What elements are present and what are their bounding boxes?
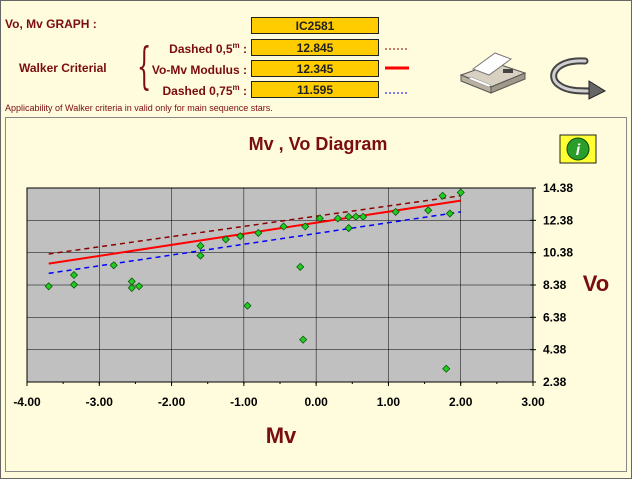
y-tick-label: 10.38 [543, 246, 573, 260]
chart-title: Mv , Vo Diagram [249, 134, 388, 154]
data-point [442, 364, 451, 373]
data-point [445, 209, 454, 218]
data-point [69, 270, 79, 280]
dashed-075-label: Dashed 0,75m : [137, 83, 247, 98]
data-point [221, 235, 230, 244]
data-point [301, 222, 310, 231]
svg-text:i: i [576, 142, 581, 159]
modulus-legend-line [385, 66, 409, 70]
data-point [351, 212, 360, 221]
data-point [279, 222, 288, 231]
x-tick-label: -2.00 [158, 395, 186, 409]
data-point [69, 280, 79, 289]
modulus-label: Vo-Mv Modulus : [151, 63, 247, 77]
dashed-05-label: Dashed 0,5m : [137, 41, 247, 56]
return-arrow-icon[interactable] [545, 55, 607, 101]
walker-criterial-label: Walker Criterial [19, 61, 107, 75]
x-axis-label: Mv [266, 423, 297, 448]
data-point [344, 212, 353, 221]
dashed-05-value: 12.845 [251, 39, 379, 56]
mv-vo-chart: 14.38 12.38 10.38 8.38 6.38 4.38 2.38 -4.00 -3.0… [13, 134, 609, 448]
y-tick-label: 14.38 [543, 181, 573, 195]
data-point [134, 282, 144, 291]
x-tick-label: -4.00 [13, 395, 41, 409]
y-tick-label: 6.38 [543, 310, 567, 324]
dashed-05-suffix: : [239, 42, 247, 56]
dashed-05-sup: m [232, 41, 240, 50]
data-point [359, 212, 368, 221]
x-tick-label: 0.00 [304, 395, 328, 409]
applicability-note: Applicability of Walker criteria in vali… [5, 103, 273, 113]
y-tick-label: 4.38 [543, 343, 567, 357]
dashed-075-sup: m [232, 83, 240, 92]
x-tick-label: 2.00 [449, 395, 473, 409]
dashed-05-legend-line [385, 48, 409, 50]
x-tick-label: -1.00 [230, 395, 258, 409]
data-point [109, 261, 118, 270]
fit-line-2 [48, 211, 461, 275]
graph-title: Vo, Mv GRAPH : [5, 17, 97, 31]
data-point [44, 282, 53, 291]
chart-panel [5, 117, 627, 472]
data-point [196, 251, 205, 260]
printer-icon[interactable] [455, 49, 527, 95]
data-point [299, 335, 308, 344]
x-tick-label: 3.00 [521, 395, 545, 409]
data-point [344, 224, 353, 233]
data-point [196, 241, 205, 250]
data-point [243, 301, 252, 310]
object-id-field[interactable]: IC2581 [251, 17, 379, 34]
modulus-value: 12.345 [251, 60, 379, 77]
dashed-075-value: 11.595 [251, 81, 379, 98]
data-point [438, 191, 447, 200]
brace-decoration: { [137, 37, 152, 95]
info-icon[interactable]: i [559, 134, 599, 166]
x-tick-label: -3.00 [86, 395, 114, 409]
data-point [456, 188, 465, 197]
y-axis-label: Vo [583, 271, 609, 296]
x-tick-label: 1.00 [377, 395, 401, 409]
fit-line-1 [48, 199, 461, 265]
data-point [254, 228, 263, 238]
dashed-075-suffix: : [239, 84, 247, 98]
data-point [333, 214, 342, 223]
data-point [424, 206, 433, 215]
dashed-05-label-text: Dashed 0,5 [169, 42, 233, 56]
data-point [127, 283, 136, 292]
data-point [296, 262, 305, 271]
y-tick-label: 2.38 [543, 375, 567, 389]
data-point [315, 214, 324, 223]
dashed-075-legend-line [385, 92, 409, 94]
fit-line-0 [48, 195, 461, 255]
data-point [236, 232, 245, 241]
y-tick-label: 12.38 [543, 213, 573, 227]
dashed-075-label-text: Dashed 0,75 [162, 84, 233, 98]
data-point [391, 207, 400, 216]
y-tick-label: 8.38 [543, 278, 567, 292]
